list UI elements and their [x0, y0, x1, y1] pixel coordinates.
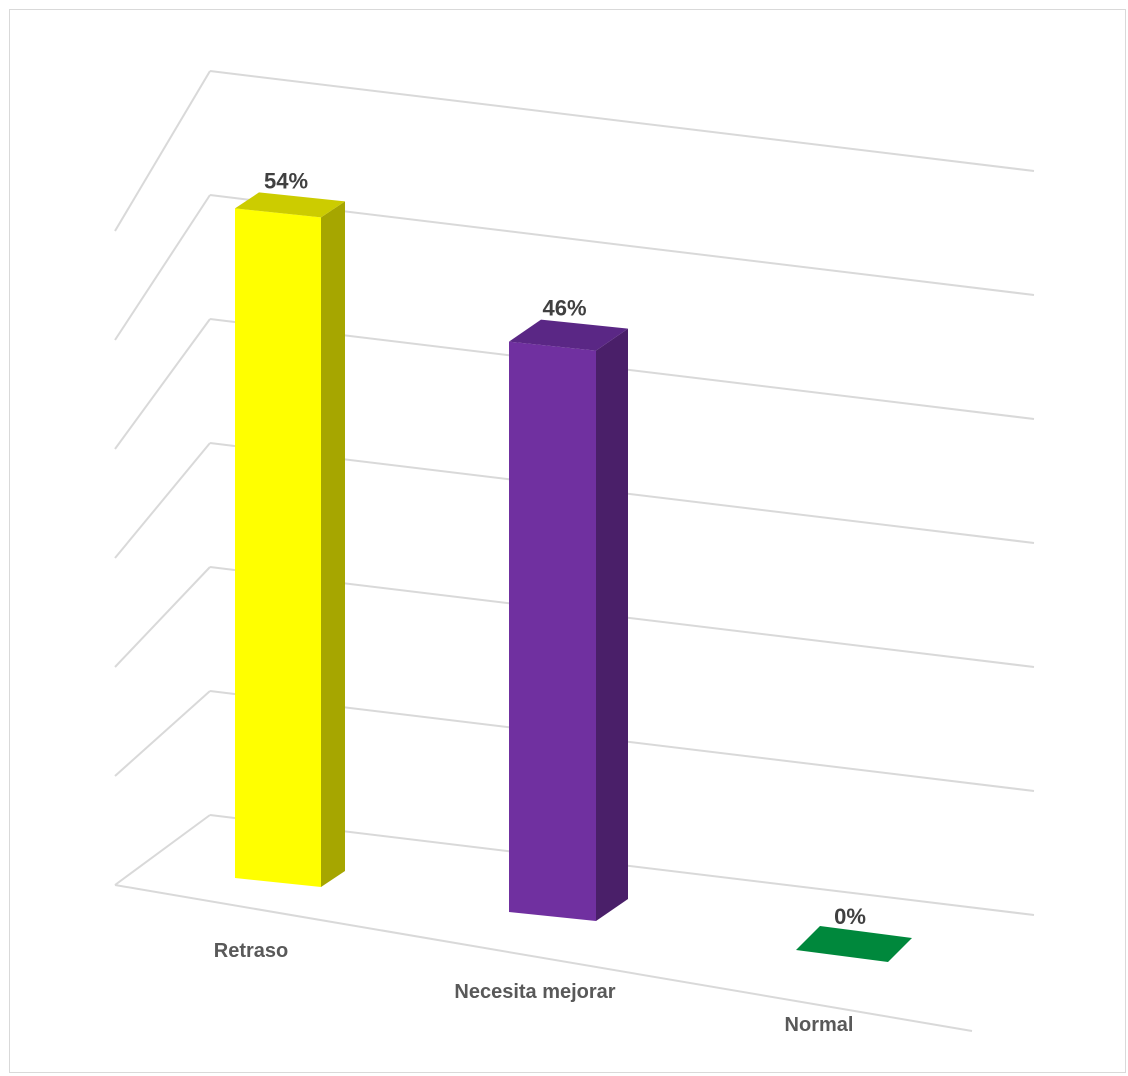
- bar-normal: [796, 926, 912, 962]
- bar-side-face: [596, 328, 628, 922]
- bar-top-face: [235, 192, 345, 218]
- gridline-back: [209, 70, 1035, 172]
- gridline-side: [114, 690, 211, 777]
- gridline-back: [209, 194, 1035, 296]
- floor-left-edge: [114, 814, 211, 886]
- gridline-side: [114, 442, 211, 559]
- bar-front-face: [235, 208, 321, 887]
- category-label-necesita-mejorar: Necesita mejorar: [454, 981, 615, 1003]
- bar-retraso: [235, 192, 345, 887]
- bar-flat-face: [796, 926, 912, 962]
- data-label-necesita-mejorar: 46%: [542, 296, 586, 321]
- gridline-side: [114, 566, 211, 668]
- data-label-retraso: 54%: [264, 168, 308, 193]
- gridline-side: [114, 318, 211, 450]
- gridline-side: [114, 194, 211, 341]
- category-label-retraso: Retraso: [214, 940, 288, 962]
- bar-necesita-mejorar: [509, 319, 628, 922]
- category-label-normal: Normal: [785, 1014, 854, 1036]
- bar-top-face: [509, 319, 628, 351]
- data-label-normal: 0%: [834, 904, 866, 929]
- bar-front-face: [509, 341, 596, 922]
- floor-front-edge: [114, 884, 973, 1032]
- gridline-side: [114, 70, 211, 232]
- bar-side-face: [321, 201, 345, 887]
